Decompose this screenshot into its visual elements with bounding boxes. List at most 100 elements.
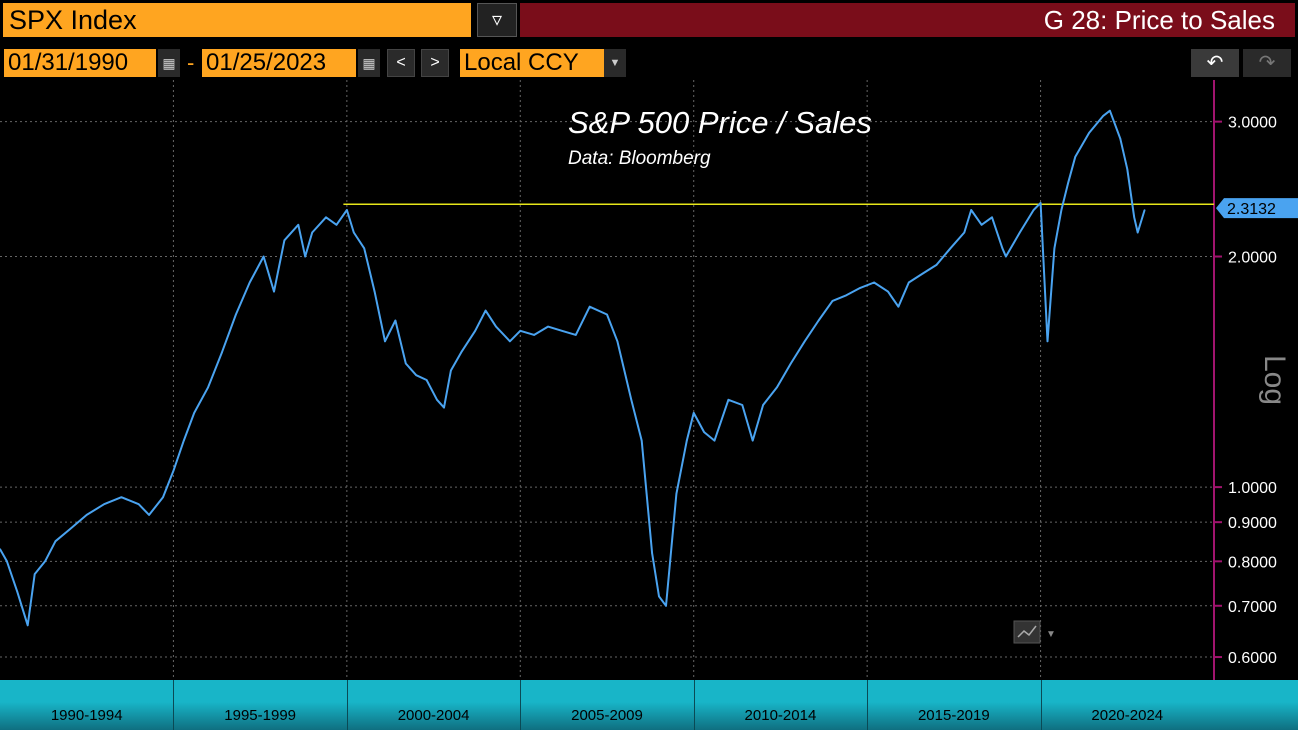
data-point bbox=[561, 329, 563, 332]
data-point bbox=[460, 351, 463, 354]
data-point bbox=[991, 216, 993, 219]
x-axis: 1990-1994 1995-1999 2000-2004 2005-2009 2010… bbox=[0, 680, 1298, 730]
data-point bbox=[352, 231, 355, 234]
data-point bbox=[304, 255, 307, 258]
data-point bbox=[484, 309, 487, 312]
prev-period-button[interactable]: < bbox=[387, 49, 415, 77]
data-point bbox=[1039, 202, 1042, 204]
data-point bbox=[887, 290, 889, 293]
y-axis-ticks: 3.0000 2.0000 1.0000 0.9000 0.8000 0.7000 0.60… bbox=[1214, 115, 1277, 667]
data-point bbox=[1088, 132, 1090, 134]
next-period-button[interactable]: > bbox=[421, 49, 449, 77]
data-point bbox=[436, 399, 438, 401]
data-point bbox=[1018, 231, 1021, 234]
chevron-left-icon: < bbox=[396, 54, 406, 71]
data-point bbox=[845, 294, 848, 297]
data-point bbox=[120, 496, 123, 499]
price-to-sales-chart: 3.0000 2.0000 1.0000 0.9000 0.8000 0.7000 0.60… bbox=[0, 80, 1298, 680]
data-point bbox=[193, 412, 196, 414]
data-point bbox=[207, 386, 209, 389]
x-axis-separator bbox=[520, 680, 522, 730]
data-point bbox=[547, 325, 549, 328]
data-point bbox=[172, 470, 175, 472]
redo-icon: ↷ bbox=[1258, 52, 1276, 74]
data-point bbox=[897, 305, 900, 308]
y-tick-label: 0.7000 bbox=[1228, 599, 1277, 616]
data-point bbox=[970, 209, 972, 211]
redo-button[interactable]: ↷ bbox=[1243, 49, 1291, 77]
data-point bbox=[474, 329, 476, 332]
data-point bbox=[363, 247, 366, 250]
data-point bbox=[776, 386, 778, 389]
currency-dropdown-icon[interactable]: ▼ bbox=[604, 49, 626, 77]
currency-select[interactable]: Local CCY bbox=[460, 49, 604, 77]
x-axis-separator bbox=[173, 680, 175, 730]
chart-type-button[interactable]: ▼ bbox=[1013, 620, 1056, 644]
data-point bbox=[248, 281, 251, 284]
data-point bbox=[450, 369, 452, 372]
x-tick-label: 2000-2004 bbox=[397, 707, 470, 724]
x-axis-separator bbox=[1040, 680, 1042, 730]
data-point bbox=[574, 334, 577, 336]
data-point bbox=[443, 406, 445, 409]
data-point bbox=[335, 224, 338, 226]
data-point bbox=[1133, 216, 1136, 219]
data-point bbox=[1136, 231, 1139, 234]
data-point bbox=[235, 313, 237, 316]
y-tick-label: 0.6000 bbox=[1228, 650, 1277, 667]
data-point bbox=[68, 528, 71, 531]
end-calendar-icon[interactable]: ▦ bbox=[358, 49, 380, 77]
data-point bbox=[85, 514, 88, 516]
data-point bbox=[137, 503, 140, 505]
data-point bbox=[1102, 115, 1104, 117]
x-axis-separator bbox=[346, 680, 348, 730]
data-point bbox=[616, 340, 619, 343]
date-separator: - bbox=[187, 50, 195, 75]
data-point bbox=[1005, 255, 1007, 258]
data-point bbox=[790, 362, 792, 365]
data-point bbox=[907, 281, 910, 284]
chevron-down-icon: ▼ bbox=[1046, 629, 1056, 640]
data-point bbox=[1001, 247, 1004, 250]
undo-button[interactable]: ↶ bbox=[1191, 49, 1239, 77]
y-tick-label: 3.0000 bbox=[1228, 115, 1277, 132]
data-point bbox=[1060, 209, 1063, 211]
y-tick-label: 0.8000 bbox=[1228, 554, 1277, 571]
start-calendar-icon[interactable]: ▦ bbox=[158, 49, 180, 77]
data-point bbox=[26, 624, 29, 627]
ticker-menu-button[interactable]: ▿ bbox=[477, 3, 517, 37]
y-tick-label: 2.0000 bbox=[1228, 250, 1277, 267]
data-point bbox=[703, 431, 705, 433]
ticker-field[interactable]: SPX Index bbox=[3, 3, 471, 37]
data-point bbox=[980, 224, 983, 226]
data-point bbox=[384, 340, 386, 343]
data-point bbox=[273, 290, 275, 293]
data-point bbox=[1067, 181, 1070, 184]
data-point bbox=[675, 493, 678, 495]
data-point bbox=[1119, 137, 1122, 140]
chevron-right-icon: > bbox=[430, 54, 440, 71]
data-point bbox=[415, 374, 418, 376]
x-axis-separator bbox=[693, 680, 695, 730]
x-tick-label: 2005-2009 bbox=[571, 707, 643, 724]
data-point bbox=[1074, 155, 1077, 158]
x-axis-separator bbox=[867, 680, 869, 730]
grid-lines bbox=[0, 80, 1214, 680]
y-tick-label: 0.9000 bbox=[1228, 515, 1277, 532]
data-point bbox=[727, 399, 730, 401]
y-tick-label: 1.0000 bbox=[1228, 480, 1277, 497]
data-point bbox=[762, 404, 764, 406]
data-point bbox=[183, 439, 185, 442]
chart-area: 3.0000 2.0000 1.0000 0.9000 0.8000 0.7000 0.60… bbox=[0, 80, 1298, 680]
data-point bbox=[1126, 168, 1129, 171]
end-date-field[interactable]: 01/25/2023 bbox=[202, 49, 356, 77]
data-point bbox=[713, 439, 716, 442]
data-point bbox=[921, 272, 924, 275]
start-date-field[interactable]: 01/31/1990 bbox=[4, 49, 156, 77]
data-point bbox=[297, 224, 300, 226]
data-point bbox=[33, 573, 36, 575]
data-point bbox=[373, 290, 376, 293]
y-axis-scale-label: Log bbox=[1258, 355, 1291, 405]
data-point bbox=[495, 325, 497, 328]
data-point bbox=[394, 319, 397, 322]
